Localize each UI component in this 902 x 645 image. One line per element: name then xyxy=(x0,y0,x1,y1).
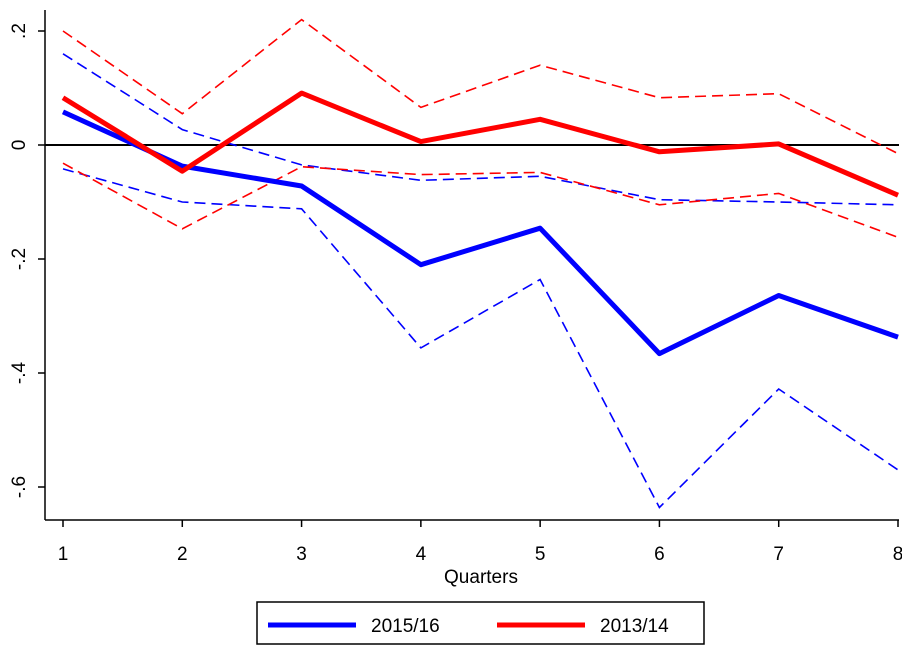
legend-label-1: 2013/14 xyxy=(600,616,669,637)
x-tick-label: 1 xyxy=(58,544,69,565)
x-tick-label: 8 xyxy=(893,544,902,565)
y-tick-label: 0 xyxy=(9,140,30,151)
plot-area xyxy=(45,18,899,509)
y-tick-label: -.6 xyxy=(9,476,30,498)
series-0-upper-bound-line xyxy=(62,53,899,206)
y-tick-label: -.2 xyxy=(9,248,30,270)
legend: 2015/16 2013/14 xyxy=(256,601,705,645)
x-axis-title: Quarters xyxy=(444,567,518,588)
series-0-lower-bound-line xyxy=(62,168,899,509)
x-tick-label: 6 xyxy=(654,544,665,565)
x-tick-label: 5 xyxy=(535,544,546,565)
series-0-line xyxy=(61,109,899,357)
x-tick-label: 3 xyxy=(296,544,307,565)
series-1-upper-bound-line xyxy=(62,18,899,155)
series-1-line xyxy=(61,90,899,198)
x-tick-label: 7 xyxy=(773,544,784,565)
y-tick-label: .2 xyxy=(9,23,30,39)
x-tick-label: 2 xyxy=(177,544,188,565)
y-tick-label: -.4 xyxy=(9,361,30,384)
series-1-lower-bound-line xyxy=(62,162,899,239)
legend-label-0: 2015/16 xyxy=(371,616,440,637)
axes: .2 0 -.2 -.4 -.6 1 2 3 4 5 6 7 8 xyxy=(9,10,902,565)
x-tick-label: 4 xyxy=(416,544,427,565)
